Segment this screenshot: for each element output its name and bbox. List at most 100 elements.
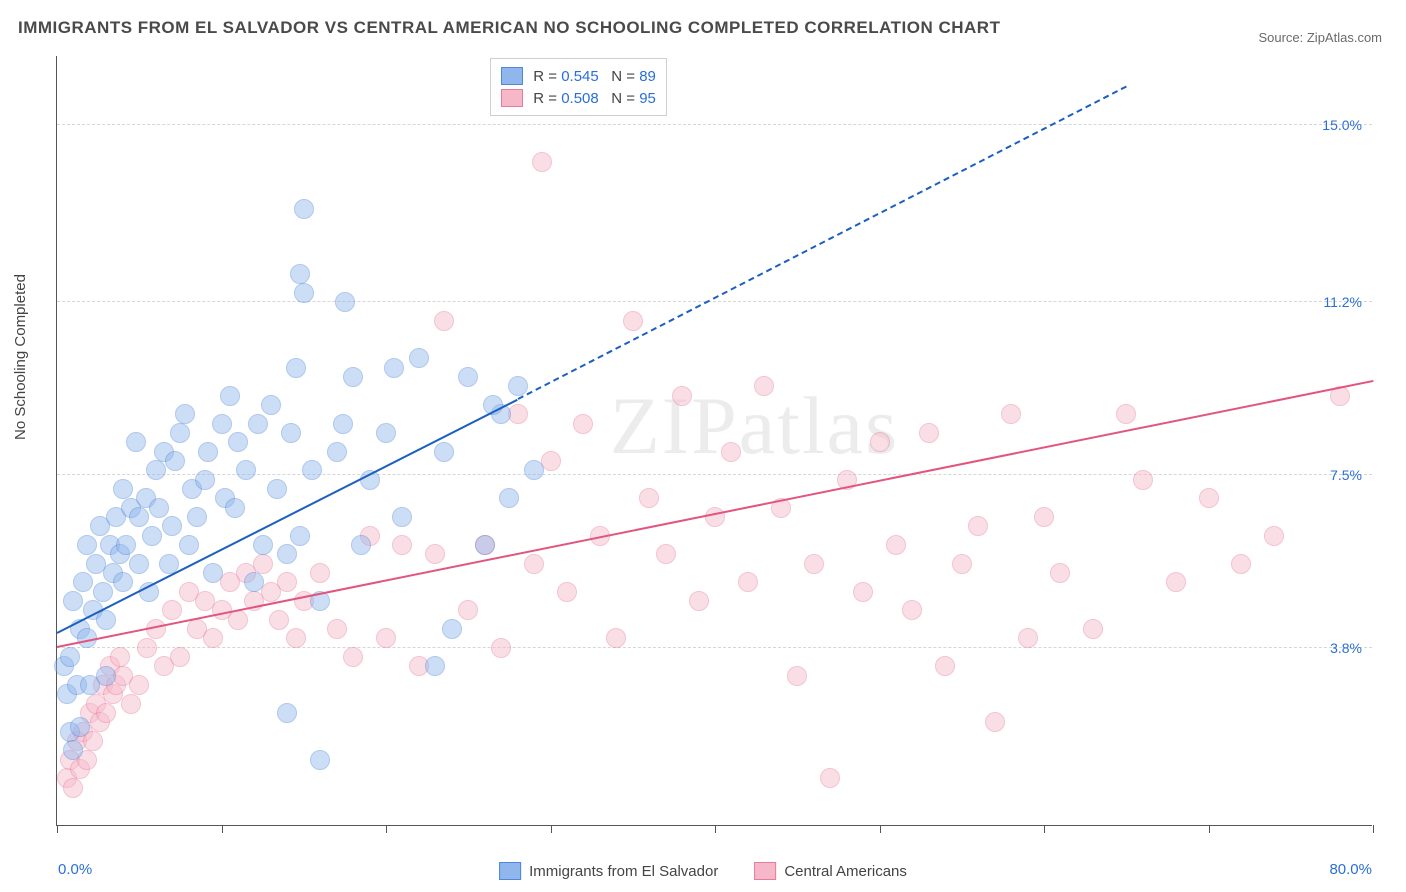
data-point [425, 656, 445, 676]
data-point [63, 740, 83, 760]
data-point [392, 507, 412, 527]
trend-line [517, 86, 1127, 400]
data-point [269, 610, 289, 630]
data-point [220, 386, 240, 406]
legend-stats-box: R = 0.545 N = 89R = 0.508 N = 95 [490, 58, 667, 116]
x-tick [1044, 825, 1045, 833]
data-point [179, 535, 199, 555]
data-point [376, 423, 396, 443]
data-point [96, 666, 116, 686]
y-tick-label: 11.2% [1323, 294, 1362, 310]
data-point [968, 516, 988, 536]
data-point [1018, 628, 1038, 648]
legend-swatch [501, 89, 523, 107]
data-point [442, 619, 462, 639]
data-point [248, 414, 268, 434]
gridline [57, 301, 1372, 302]
watermark: ZIPatlas [610, 379, 899, 473]
data-point [187, 507, 207, 527]
data-point [267, 479, 287, 499]
data-point [310, 563, 330, 583]
data-point [73, 572, 93, 592]
data-point [286, 628, 306, 648]
data-point [721, 442, 741, 462]
data-point [935, 656, 955, 676]
data-point [110, 647, 130, 667]
data-point [137, 638, 157, 658]
data-point [170, 647, 190, 667]
x-tick [57, 825, 58, 833]
data-point [327, 442, 347, 462]
x-tick [1209, 825, 1210, 833]
data-point [656, 544, 676, 564]
data-point [434, 442, 454, 462]
data-point [351, 535, 371, 555]
gridline [57, 124, 1372, 125]
data-point [952, 554, 972, 574]
data-point [705, 507, 725, 527]
data-point [162, 600, 182, 620]
data-point [277, 703, 297, 723]
data-point [302, 460, 322, 480]
data-point [1083, 619, 1103, 639]
data-point [425, 544, 445, 564]
data-point [93, 582, 113, 602]
chart-title: IMMIGRANTS FROM EL SALVADOR VS CENTRAL A… [18, 18, 1000, 38]
data-point [335, 292, 355, 312]
x-tick [1373, 825, 1374, 833]
data-point [1199, 488, 1219, 508]
data-point [1133, 470, 1153, 490]
data-point [376, 628, 396, 648]
y-tick-label: 7.5% [1330, 467, 1362, 483]
data-point [286, 358, 306, 378]
data-point [985, 712, 1005, 732]
data-point [532, 152, 552, 172]
data-point [63, 591, 83, 611]
data-point [129, 554, 149, 574]
data-point [475, 535, 495, 555]
x-tick [715, 825, 716, 833]
data-point [491, 638, 511, 658]
data-point [1050, 563, 1070, 583]
data-point [384, 358, 404, 378]
source-label: Source: ZipAtlas.com [1258, 30, 1382, 45]
data-point [524, 554, 544, 574]
legend-bottom: Immigrants from El Salvador Central Ameri… [499, 862, 907, 880]
data-point [198, 442, 218, 462]
data-point [162, 516, 182, 536]
data-point [281, 423, 301, 443]
data-point [203, 563, 223, 583]
data-point [170, 423, 190, 443]
data-point [327, 619, 347, 639]
legend-item: Central Americans [754, 862, 907, 880]
data-point [886, 535, 906, 555]
data-point [754, 376, 774, 396]
data-point [277, 544, 297, 564]
data-point [524, 460, 544, 480]
y-axis-title: No Schooling Completed [12, 274, 29, 440]
y-tick-label: 3.8% [1330, 640, 1362, 656]
data-point [121, 694, 141, 714]
data-point [142, 526, 162, 546]
data-point [277, 572, 297, 592]
data-point [689, 591, 709, 611]
data-point [60, 647, 80, 667]
data-point [672, 386, 692, 406]
legend-label: Immigrants from El Salvador [529, 863, 718, 880]
data-point [458, 600, 478, 620]
data-point [392, 535, 412, 555]
data-point [294, 199, 314, 219]
data-point [63, 778, 83, 798]
data-point [458, 367, 478, 387]
data-point [1231, 554, 1251, 574]
x-tick [551, 825, 552, 833]
legend-item: Immigrants from El Salvador [499, 862, 718, 880]
gridline [57, 647, 1372, 648]
data-point [902, 600, 922, 620]
data-point [225, 498, 245, 518]
data-point [228, 432, 248, 452]
data-point [573, 414, 593, 434]
data-point [96, 703, 116, 723]
x-tick [222, 825, 223, 833]
data-point [129, 675, 149, 695]
